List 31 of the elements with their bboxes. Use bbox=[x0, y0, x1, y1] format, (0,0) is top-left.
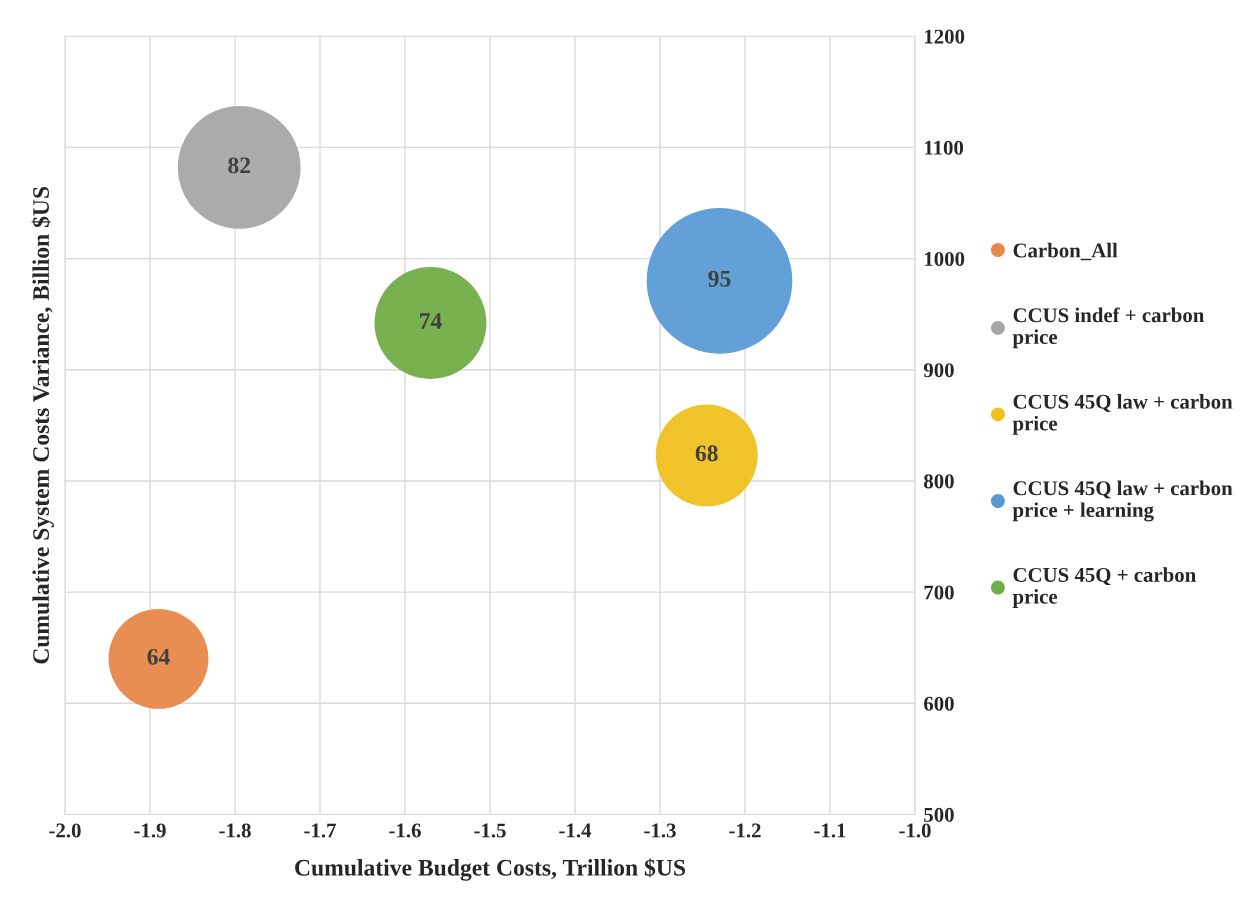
legend-label: CCUS 45Q law + carbon price + learning bbox=[1012, 480, 1233, 522]
x-tick-label: -1.3 bbox=[644, 823, 676, 838]
y-tick-label: 600 bbox=[924, 696, 954, 711]
x-tick-label: -1.8 bbox=[219, 823, 251, 838]
x-axis-title: Cumulative Budget Costs, Trillion $US bbox=[295, 858, 686, 881]
x-tick-label: -1.4 bbox=[559, 823, 592, 838]
y-tick-label: 800 bbox=[924, 474, 954, 489]
x-tick-label: -1.7 bbox=[304, 823, 336, 838]
annotation: 95 bbox=[708, 270, 731, 287]
legend-label: Carbon_All bbox=[1013, 242, 1118, 261]
legend-label: CCUS 45Q law + carbon price bbox=[1012, 394, 1233, 435]
x-tick-label: -1.6 bbox=[389, 823, 421, 838]
x-tick-label: -1.5 bbox=[474, 823, 506, 838]
x-tick-label: -1.1 bbox=[814, 823, 846, 838]
x-tick-label: -1.9 bbox=[134, 823, 166, 838]
x-tick-label: -2.0 bbox=[49, 823, 81, 838]
y-tick-label: 1100 bbox=[925, 140, 964, 155]
annotation: 68 bbox=[695, 445, 718, 462]
x-tick-label: -1.2 bbox=[729, 823, 761, 838]
legend-label: CCUS indef + carbon price bbox=[1012, 307, 1205, 349]
y-axis-title: Cumulative System Costs Variance, Billion $US bbox=[31, 186, 54, 664]
annotation: 82 bbox=[228, 157, 251, 174]
x-tick-label: -1.0 bbox=[899, 823, 931, 838]
y-tick-label: 1200 bbox=[925, 29, 965, 44]
annotation: 64 bbox=[147, 648, 170, 665]
annotation: 74 bbox=[420, 313, 442, 329]
y-tick-label: 500 bbox=[924, 807, 954, 822]
legend-label: CCUS 45Q + carbon price bbox=[1012, 567, 1196, 608]
y-tick-label: 900 bbox=[923, 363, 954, 378]
y-tick-label: 700 bbox=[924, 585, 954, 600]
y-tick-label: 1000 bbox=[925, 251, 965, 266]
